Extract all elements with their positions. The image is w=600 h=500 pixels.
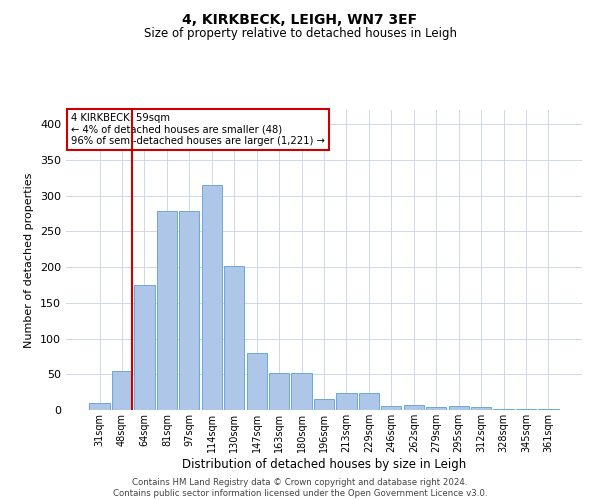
Bar — [381, 406, 401, 410]
Y-axis label: Number of detached properties: Number of detached properties — [25, 172, 34, 348]
Bar — [247, 353, 267, 410]
Bar — [538, 408, 559, 410]
Text: 4, KIRKBECK, LEIGH, WN7 3EF: 4, KIRKBECK, LEIGH, WN7 3EF — [182, 12, 418, 26]
Bar — [157, 212, 177, 410]
Bar — [89, 403, 110, 410]
Bar — [292, 373, 311, 410]
Bar — [493, 408, 514, 410]
X-axis label: Distribution of detached houses by size in Leigh: Distribution of detached houses by size … — [182, 458, 466, 470]
Bar — [179, 212, 199, 410]
Bar — [404, 405, 424, 410]
Bar — [314, 400, 334, 410]
Bar — [426, 407, 446, 410]
Bar — [449, 406, 469, 410]
Bar — [359, 393, 379, 410]
Bar — [134, 285, 155, 410]
Bar — [269, 373, 289, 410]
Bar — [471, 407, 491, 410]
Bar — [516, 408, 536, 410]
Bar — [337, 393, 356, 410]
Text: Size of property relative to detached houses in Leigh: Size of property relative to detached ho… — [143, 28, 457, 40]
Bar — [202, 185, 222, 410]
Bar — [112, 370, 132, 410]
Text: Contains HM Land Registry data © Crown copyright and database right 2024.
Contai: Contains HM Land Registry data © Crown c… — [113, 478, 487, 498]
Text: 4 KIRKBECK: 59sqm
← 4% of detached houses are smaller (48)
96% of semi-detached : 4 KIRKBECK: 59sqm ← 4% of detached house… — [71, 113, 325, 146]
Bar — [224, 266, 244, 410]
